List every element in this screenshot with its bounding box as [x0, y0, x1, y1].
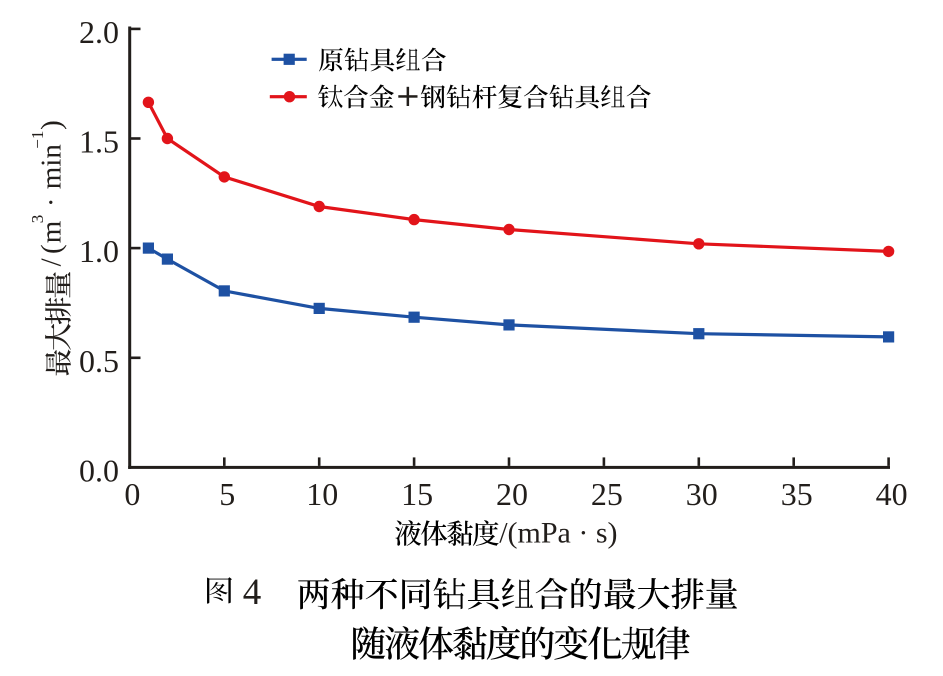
svg-text:0.5: 0.5: [79, 343, 119, 379]
svg-text:−1: −1: [28, 131, 47, 149]
svg-text:min: min: [36, 144, 68, 190]
svg-text:0.0: 0.0: [79, 452, 119, 488]
svg-text:1.0: 1.0: [79, 233, 119, 269]
svg-text:/(mPa · s): /(mPa · s): [499, 516, 617, 549]
svg-text:5: 5: [219, 476, 235, 512]
svg-text:15: 15: [401, 476, 433, 512]
svg-text:1.5: 1.5: [79, 124, 119, 160]
svg-text:20: 20: [496, 476, 528, 512]
svg-text:3: 3: [28, 215, 47, 224]
svg-text:2.0: 2.0: [79, 14, 119, 50]
svg-text:40: 40: [876, 476, 908, 512]
svg-text:10: 10: [306, 476, 338, 512]
svg-text:): ): [36, 120, 68, 130]
svg-text:0: 0: [124, 476, 140, 512]
svg-text:4: 4: [243, 572, 261, 613]
svg-text:·: ·: [36, 197, 68, 207]
svg-text:35: 35: [781, 476, 813, 512]
svg-text:30: 30: [686, 476, 718, 512]
svg-text:(: (: [36, 244, 68, 254]
svg-text:25: 25: [591, 476, 623, 512]
svg-text:m: m: [36, 220, 68, 243]
svg-text:/: /: [36, 257, 68, 266]
